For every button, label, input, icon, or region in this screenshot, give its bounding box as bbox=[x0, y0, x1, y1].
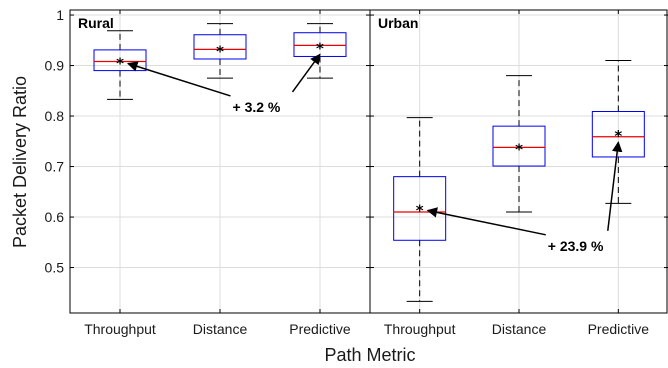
panel-label-rural: Rural bbox=[78, 15, 114, 31]
box-iqr bbox=[93, 49, 147, 72]
annotation-arrow-right bbox=[607, 141, 623, 231]
x-tick-label: Throughput bbox=[384, 321, 456, 337]
panel-frame-urban bbox=[369, 9, 668, 314]
mean-marker: * bbox=[515, 140, 523, 158]
mean-marker: * bbox=[216, 42, 224, 60]
mean-marker: * bbox=[614, 127, 622, 145]
y-tick-label: 0.6 bbox=[45, 209, 65, 225]
box-rural-throughput: * bbox=[93, 30, 147, 100]
annotation-text: + 3.2 % bbox=[233, 99, 281, 115]
box-iqr bbox=[193, 34, 247, 60]
box-urban-distance: * bbox=[492, 75, 546, 213]
annotation-rural: + 3.2 % bbox=[127, 53, 321, 115]
annotation-arrow-left bbox=[426, 207, 546, 236]
plot-frame: Rural Urban bbox=[69, 9, 668, 314]
x-tick-label: Distance bbox=[492, 321, 547, 337]
annotation-arrow-left bbox=[127, 61, 231, 97]
x-tick-label: Predictive bbox=[289, 321, 351, 337]
box-iqr bbox=[591, 111, 645, 158]
box-iqr bbox=[393, 176, 447, 241]
x-tick-label: Predictive bbox=[588, 321, 650, 337]
y-tick-label: 0.8 bbox=[45, 108, 65, 124]
mean-marker: * bbox=[416, 201, 424, 219]
y-axis-label: Packet Delivery Ratio bbox=[10, 76, 30, 248]
x-tick-label: Distance bbox=[193, 321, 248, 337]
box-urban-throughput: * bbox=[393, 117, 447, 302]
annotations: + 3.2 % + 23.9 % bbox=[127, 53, 623, 254]
y-tick-label: 1 bbox=[56, 7, 64, 23]
box-plots: * * * * * * bbox=[93, 23, 645, 302]
mean-marker: * bbox=[116, 55, 124, 73]
x-tick-label: Throughput bbox=[84, 321, 156, 337]
annotation-text: + 23.9 % bbox=[548, 238, 604, 254]
box-rural-predictive: * bbox=[293, 23, 347, 79]
annotation-arrow-right bbox=[291, 53, 321, 93]
annotation-urban: + 23.9 % bbox=[426, 141, 623, 254]
x-axis-label: Path Metric bbox=[324, 345, 415, 365]
box-iqr bbox=[492, 125, 546, 167]
axis-labels: Packet Delivery Ratio Path Metric bbox=[10, 76, 416, 365]
box-urban-predictive: * bbox=[591, 60, 645, 204]
y-tick-label: 0.5 bbox=[45, 260, 65, 276]
mean-marker: * bbox=[316, 39, 324, 57]
box-rural-distance: * bbox=[193, 23, 247, 79]
y-tick-label: 0.7 bbox=[45, 159, 65, 175]
grid-lines: 0.5 0.6 0.7 0.8 0.9 1 Throughput Distance Predic… bbox=[45, 7, 668, 337]
panel-label-urban: Urban bbox=[378, 15, 418, 31]
y-tick-label: 0.9 bbox=[45, 58, 65, 74]
